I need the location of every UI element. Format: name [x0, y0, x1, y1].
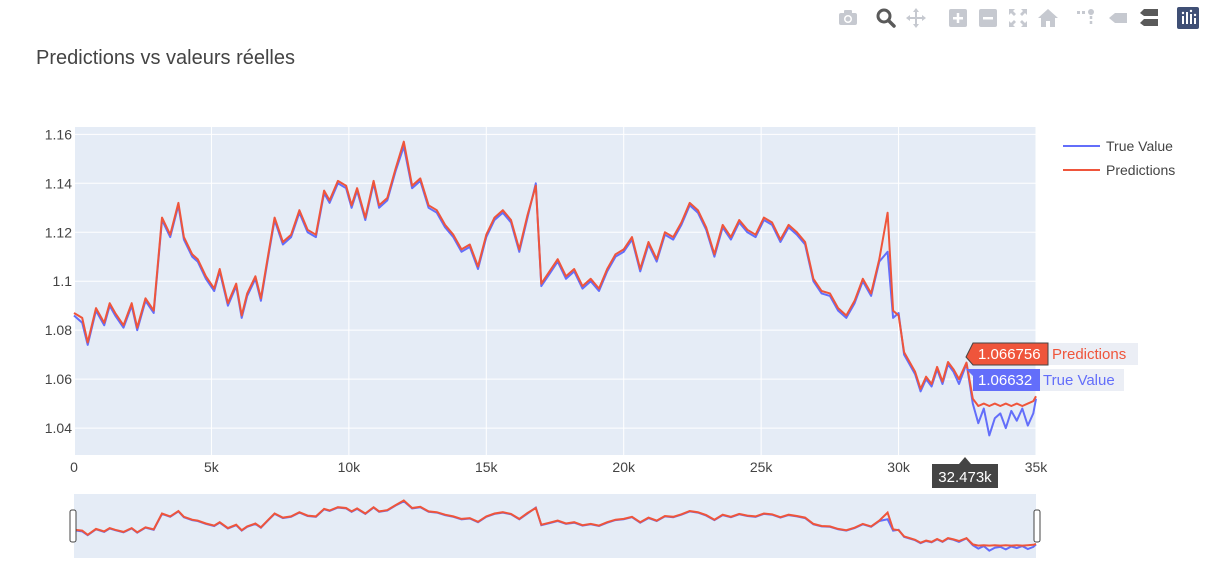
- hover-pred-name: Predictions: [1052, 346, 1126, 363]
- x-tick-label: 15k: [475, 459, 499, 475]
- y-tick-label: 1.16: [45, 126, 72, 142]
- hover-compare-icon[interactable]: [1136, 6, 1160, 30]
- y-axis: 1.04 1.06 1.08 1.1 1.12 1.14 1.16: [45, 126, 72, 436]
- hover-pred-box: [965, 342, 1049, 366]
- legend-label-predictions: Predictions: [1106, 162, 1175, 178]
- x-tick-label: 0: [70, 459, 78, 475]
- y-tick-label: 1.08: [45, 322, 72, 338]
- x-tick-label: 35k: [1025, 459, 1049, 475]
- reset-axes-icon[interactable]: [1036, 6, 1060, 30]
- x-tick-label: 25k: [750, 459, 774, 475]
- hover-pred-name-bg: [1046, 343, 1138, 365]
- camera-icon[interactable]: [836, 6, 860, 30]
- hover-pred-value: 1.066756: [978, 346, 1041, 363]
- hover-true-value: 1.06632: [978, 372, 1032, 389]
- range-slider-handle-left[interactable]: [69, 509, 77, 543]
- series-line-predictions[interactable]: [73, 140, 1037, 407]
- zoom-in-icon[interactable]: [946, 6, 970, 30]
- hover-true-box: [966, 369, 1040, 391]
- y-tick-label: 1.1: [53, 273, 73, 289]
- zoom-out-icon[interactable]: [976, 6, 1000, 30]
- x-tick-label: 30k: [887, 459, 911, 475]
- spike-lines-icon[interactable]: [1074, 6, 1098, 30]
- legend: True Value Predictions: [1063, 138, 1175, 178]
- autoscale-icon[interactable]: [1006, 6, 1030, 30]
- y-tick-label: 1.04: [45, 420, 72, 436]
- hover-true-name: True Value: [1043, 372, 1115, 389]
- hover-x-label: 32.473k: [938, 469, 992, 486]
- chart-title: Predictions vs valeurs réelles: [36, 47, 295, 69]
- legend-label-true-value: True Value: [1106, 138, 1173, 154]
- hover-true-name-bg: [1038, 369, 1124, 391]
- y-tick-label: 1.12: [45, 224, 72, 240]
- range-slider-traces: [73, 499, 1037, 552]
- x-tick-label: 20k: [612, 459, 636, 475]
- y-tick-label: 1.06: [45, 371, 72, 387]
- y-tick-label: 1.14: [45, 175, 72, 191]
- pan-icon[interactable]: [904, 6, 928, 30]
- legend-item-true-value[interactable]: True Value: [1063, 138, 1173, 154]
- hover-tooltip: 1.066756 Predictions 1.06632 True Value …: [932, 342, 1138, 488]
- modebar: [832, 6, 1202, 32]
- range-slider-line-predictions: [73, 499, 1037, 547]
- hover-x-box: [932, 457, 998, 488]
- x-tick-label: 10k: [338, 459, 362, 475]
- x-axis: 0 5k 10k 15k 20k 25k 30k 35k: [70, 459, 1048, 475]
- plotly-logo-icon[interactable]: [1176, 6, 1200, 30]
- hover-closest-icon[interactable]: [1106, 6, 1130, 30]
- legend-item-predictions[interactable]: Predictions: [1063, 162, 1175, 178]
- series-layer: [73, 140, 1037, 437]
- gridlines: [73, 127, 1037, 455]
- range-slider-handle-right[interactable]: [1033, 509, 1041, 543]
- x-tick-label: 5k: [204, 459, 220, 475]
- zoom-icon[interactable]: [874, 6, 898, 30]
- range-slider[interactable]: [69, 494, 1041, 558]
